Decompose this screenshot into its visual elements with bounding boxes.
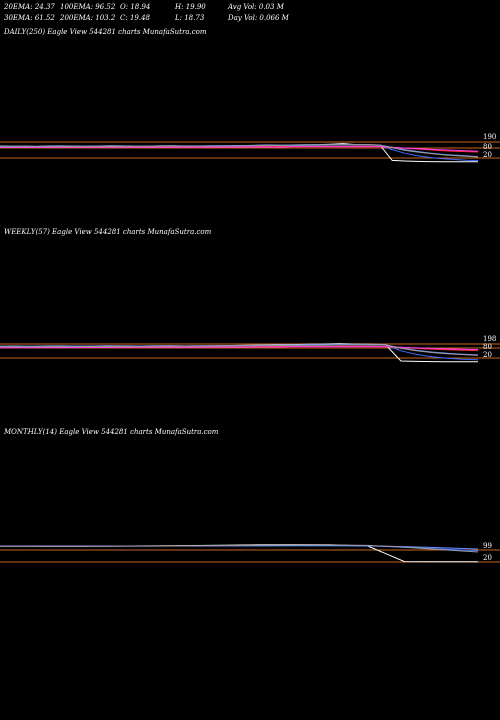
series-line-4 (0, 146, 479, 152)
y-tick-label: 80 (483, 143, 492, 151)
series-line-4 (0, 346, 479, 351)
ema20-value: 20EMA: 24.37 (4, 3, 55, 11)
y-tick-label: 198 (483, 335, 496, 343)
y-tick-label: 190 (483, 133, 496, 141)
monthly-chart-title: MONTHLY(14) Eagle View 544281 charts Mun… (4, 428, 219, 436)
ema100-value: 100EMA: 96.52 (60, 3, 116, 11)
y-tick-label: 20 (483, 351, 492, 359)
y-tick-label: 20 (483, 554, 492, 562)
day-vol-value: Day Vol: 0.066 M (228, 14, 289, 22)
avg-vol-value: Avg Vol: 0.03 M (228, 3, 284, 11)
y-tick-label: 80 (483, 343, 492, 351)
ema200-value: 200EMA: 103.2 (60, 14, 116, 22)
y-tick-label: 99 (483, 542, 492, 550)
open-value: O: 18.94 (120, 3, 151, 11)
monthly-chart: 99 20 (0, 542, 500, 563)
y-tick-label: 20 (483, 151, 492, 159)
ema30-value: 30EMA: 61.52 (4, 14, 55, 22)
low-value: L: 18.73 (175, 14, 205, 22)
daily-chart-title: DAILY(250) Eagle View 544281 charts Muna… (4, 28, 207, 36)
high-value: H: 19.90 (175, 3, 206, 11)
series-line-5 (0, 344, 479, 356)
weekly-chart-title: WEEKLY(57) Eagle View 544281 charts Muna… (4, 228, 212, 236)
series-line-3 (0, 544, 479, 553)
close-value: C: 19.48 (120, 14, 150, 22)
series-line-5 (0, 144, 479, 158)
